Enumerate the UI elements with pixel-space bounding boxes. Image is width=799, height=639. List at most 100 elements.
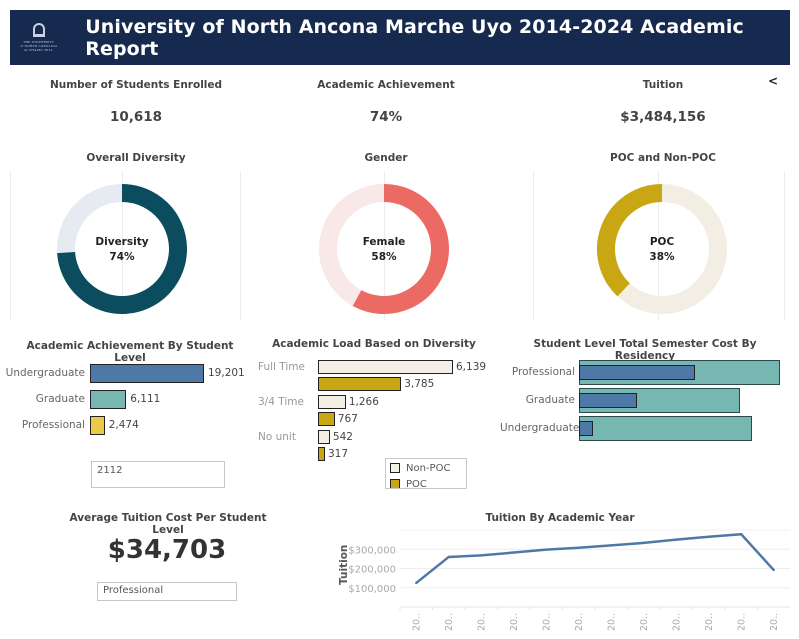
donut-arc (352, 184, 449, 314)
report-title: University of North Ancona Marche Uyo 20… (85, 15, 744, 60)
avg-tuition-value: $34,703 (107, 535, 227, 565)
kpi-enrolled: Number of Students Enrolled 10,618 (16, 79, 256, 125)
line-chart-title: Tuition By Academic Year (485, 512, 635, 524)
data-point[interactable] (610, 544, 613, 547)
logo-line-2: of NORTH CAROLINA (19, 44, 58, 48)
bar-value-label: 542 (332, 431, 353, 443)
bar-value-label: 1,266 (348, 396, 379, 408)
bar-value-label: 317 (327, 448, 349, 460)
bar-category-label: Professional (21, 419, 85, 431)
data-point[interactable] (415, 581, 418, 585)
kpi-achievement: Academic Achievement 74% (266, 79, 506, 125)
data-point[interactable] (740, 533, 743, 536)
kpi-value: 74% (369, 109, 403, 125)
bar-resident-cost[interactable] (579, 365, 695, 380)
x-tick-label: 20.. (476, 613, 487, 631)
legend-item-non-poc[interactable]: Non-POC (390, 461, 466, 475)
report-header: THE UNIVERSITY of NORTH CAROLINA at CHAP… (10, 10, 790, 65)
data-point[interactable] (642, 541, 645, 545)
bar-poc[interactable] (318, 377, 402, 391)
donut-chart-gender (319, 184, 449, 314)
bar-value-label: 6,139 (456, 361, 487, 373)
x-tick-label: 20.. (671, 613, 682, 631)
student-level-filter[interactable]: Professional (97, 582, 237, 601)
bar-poc[interactable] (318, 412, 335, 426)
achievement-filter-input[interactable]: 2112 (91, 461, 225, 488)
data-point[interactable] (577, 546, 580, 549)
divider (384, 172, 385, 320)
bar-non-poc[interactable] (318, 430, 330, 444)
kpi-label: Number of Students Enrolled (49, 79, 223, 91)
donut-center-label: Diversity (95, 236, 149, 248)
donut-center-value: 74% (109, 251, 135, 263)
donut-center-value: 38% (649, 251, 675, 263)
legend-label: POC (406, 478, 427, 489)
academic-load-legend[interactable]: Non-POC POC (385, 458, 467, 489)
donut-chart-diversity (57, 184, 187, 314)
bar-value-label: 767 (337, 413, 358, 425)
x-tick-label: 20.. (574, 613, 585, 631)
bar-total-cost[interactable] (579, 416, 752, 441)
data-point[interactable] (512, 551, 515, 554)
tuition-line-chart: $100,000 $200,000 $300,000 20.. 20.. 20.. 20..… (348, 529, 790, 631)
data-point[interactable] (545, 548, 548, 551)
y-tick-label: $200,000 (348, 565, 396, 576)
bar-category-label: No unit (258, 431, 296, 443)
data-point[interactable] (772, 568, 775, 572)
tuition-series-line (415, 532, 775, 584)
donut-center-gender: Female 58% (344, 235, 424, 265)
bar-category-label: Professional (511, 366, 575, 378)
legend-item-poc[interactable]: POC (390, 477, 466, 489)
collapse-chevron-icon[interactable]: < (768, 74, 779, 88)
bar-value-label: 6,111 (130, 393, 161, 405)
divider (122, 172, 123, 320)
divider (784, 172, 785, 320)
data-point[interactable] (480, 554, 483, 557)
bar-value-label: 2,474 (108, 419, 139, 431)
divider (658, 172, 659, 320)
bar-poc[interactable] (318, 447, 325, 461)
bar-category-label: Undergraduate (5, 367, 85, 379)
y-tick-label: $100,000 (348, 584, 396, 595)
x-tick-label: 20.. (541, 613, 552, 631)
achievement-by-level-title: Academic Achievement By Student Level (26, 340, 234, 364)
donut-title-gender: Gender (364, 152, 408, 164)
data-point[interactable] (707, 535, 710, 538)
divider (240, 172, 241, 320)
data-point[interactable] (447, 555, 450, 559)
bar-value-label: 19,201 (208, 367, 245, 379)
x-tick-label: 20.. (704, 613, 715, 631)
university-logo: THE UNIVERSITY of NORTH CAROLINA at CHAP… (10, 10, 67, 65)
bar[interactable] (90, 416, 105, 435)
bar[interactable] (90, 390, 127, 409)
logo-line-3: at CHAPEL HILL (24, 48, 54, 52)
data-point[interactable] (675, 538, 678, 541)
bar-category-label: Undergraduate (500, 422, 580, 434)
bar-non-poc[interactable] (318, 360, 453, 374)
legend-swatch-poc (390, 479, 400, 488)
legend-label: Non-POC (406, 462, 451, 474)
kpi-label: Tuition (642, 79, 684, 91)
y-tick-label: $300,000 (348, 545, 396, 556)
x-tick-label: 20.. (444, 613, 455, 631)
bar-category-label: Graduate (35, 393, 85, 405)
x-tick-label: 20.. (736, 613, 747, 631)
academic-load-title: Academic Load Based on Diversity (272, 338, 476, 350)
donut-title-diversity: Overall Diversity (86, 152, 186, 164)
bar[interactable] (90, 364, 204, 383)
semester-cost-title: Student Level Total Semester Cost By Res… (533, 338, 757, 362)
bar-resident-cost[interactable] (579, 393, 638, 408)
donut-center-label: Female (362, 236, 406, 248)
donut-arc (57, 184, 187, 314)
bar-resident-cost[interactable] (579, 421, 594, 436)
x-tick-label: 20.. (606, 613, 617, 631)
avg-tuition-title: Average Tuition Cost Per Student Level (69, 512, 267, 536)
bar-category-label: 3/4 Time (258, 396, 304, 408)
kpi-tuition: Tuition $3,484,156 (543, 79, 783, 125)
bar-non-poc[interactable] (318, 395, 346, 409)
donut-center-poc: POC 38% (622, 235, 702, 265)
donut-arc (597, 184, 663, 297)
x-tick-label: 20.. (769, 613, 780, 631)
divider (533, 172, 534, 320)
x-tick-label: 20.. (509, 613, 520, 631)
